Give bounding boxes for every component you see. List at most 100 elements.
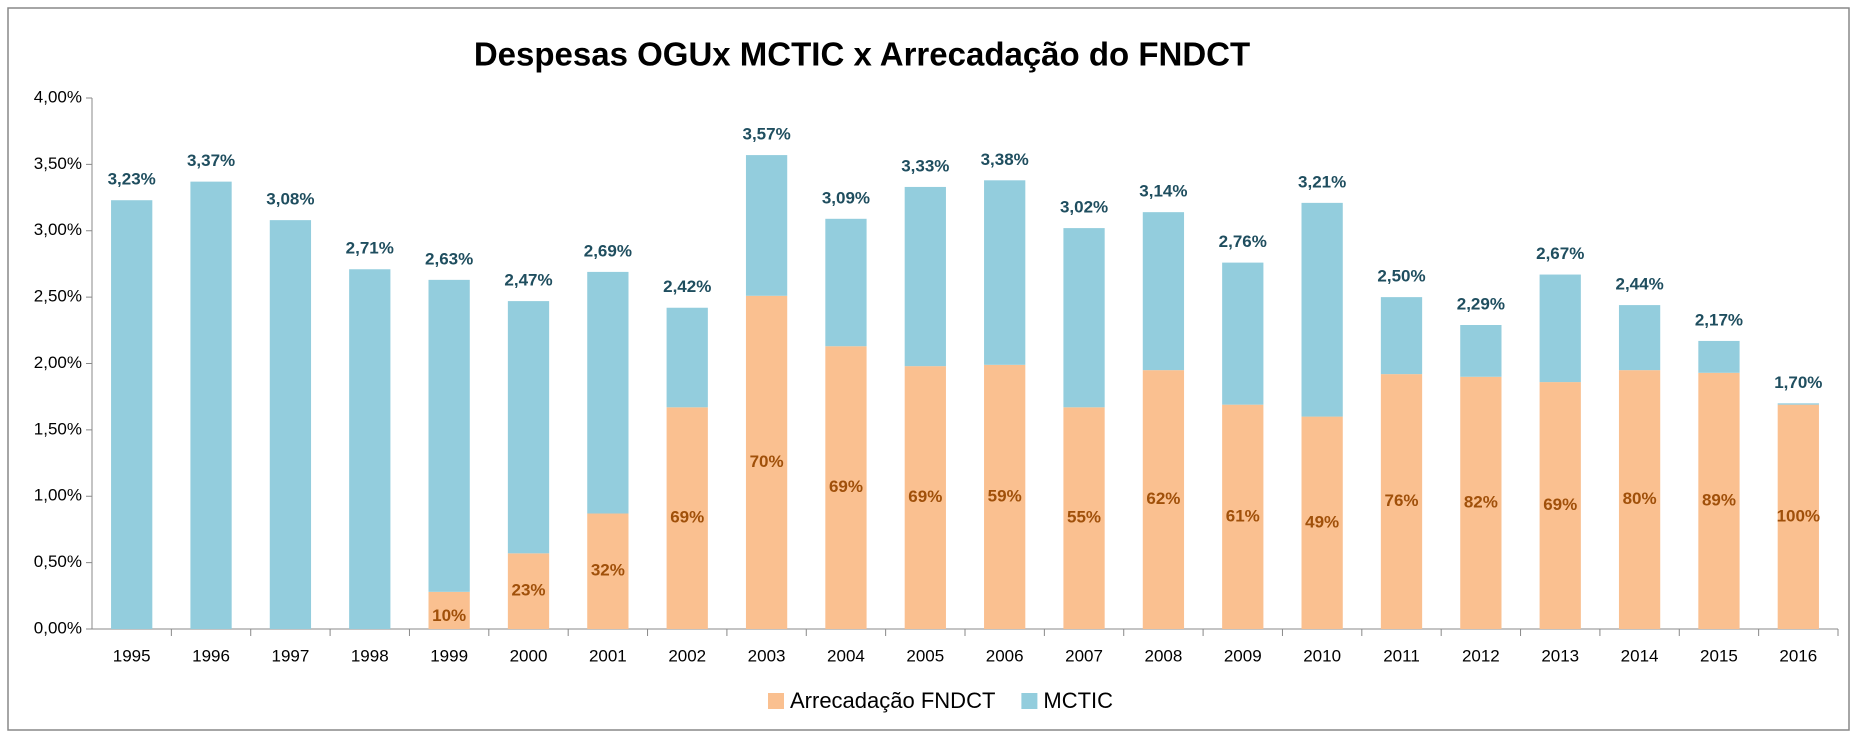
x-tick-label: 2003 bbox=[748, 646, 786, 665]
share-label: 32% bbox=[591, 561, 625, 580]
chart-title: Despesas OGUx MCTIC x Arrecadação do FND… bbox=[474, 36, 1250, 73]
bar-segment bbox=[1301, 202, 1343, 417]
share-label: 69% bbox=[829, 477, 863, 496]
x-tick-label: 2001 bbox=[589, 646, 627, 665]
total-label: 2,67% bbox=[1536, 244, 1584, 263]
y-tick-label: 1,50% bbox=[34, 419, 82, 438]
bar-segment bbox=[745, 155, 788, 296]
bar-segment bbox=[1460, 376, 1502, 629]
share-label: 69% bbox=[670, 508, 704, 527]
bar-segment bbox=[1539, 382, 1581, 629]
bar-segment bbox=[428, 279, 470, 592]
share-label: 100% bbox=[1777, 506, 1820, 525]
total-label: 3,38% bbox=[981, 150, 1029, 169]
bar-segment bbox=[666, 407, 708, 629]
share-label: 69% bbox=[908, 487, 942, 506]
share-label: 59% bbox=[988, 486, 1022, 505]
total-label: 3,08% bbox=[266, 190, 314, 209]
y-tick-label: 2,00% bbox=[34, 353, 82, 372]
bar-segment bbox=[1380, 374, 1423, 629]
total-label: 2,42% bbox=[663, 277, 711, 296]
x-tick-label: 1999 bbox=[430, 646, 468, 665]
bar-segment bbox=[1222, 262, 1264, 405]
share-label: 76% bbox=[1384, 491, 1418, 510]
bar-segment bbox=[984, 180, 1026, 365]
bar-segment bbox=[1142, 370, 1185, 629]
share-label: 61% bbox=[1226, 506, 1260, 525]
bar-segment bbox=[1380, 297, 1423, 375]
total-label: 2,29% bbox=[1457, 294, 1505, 313]
y-tick-label: 3,00% bbox=[34, 220, 82, 239]
bar-segment bbox=[1698, 372, 1740, 629]
bar-segment bbox=[904, 186, 946, 367]
bar-segment bbox=[1063, 228, 1105, 408]
share-label: 69% bbox=[1543, 495, 1577, 514]
total-label: 2,76% bbox=[1219, 232, 1267, 251]
total-label: 2,17% bbox=[1695, 310, 1743, 329]
total-label: 3,57% bbox=[742, 125, 790, 144]
share-label: 55% bbox=[1067, 508, 1101, 527]
bar-segment bbox=[507, 301, 550, 554]
x-tick-label: 2014 bbox=[1621, 646, 1659, 665]
total-label: 3,37% bbox=[187, 151, 235, 170]
total-label: 3,21% bbox=[1298, 172, 1346, 191]
bar-segment bbox=[1618, 370, 1661, 629]
x-tick-label: 2002 bbox=[668, 646, 706, 665]
x-tick-label: 2008 bbox=[1144, 646, 1182, 665]
bar-segment bbox=[507, 553, 550, 629]
bar-segment bbox=[666, 307, 708, 408]
bar-segment bbox=[1777, 403, 1819, 405]
bar-segment bbox=[1460, 325, 1502, 377]
total-label: 3,09% bbox=[822, 188, 870, 207]
legend-label: MCTIC bbox=[1043, 688, 1113, 713]
x-tick-label: 1998 bbox=[351, 646, 389, 665]
total-label: 2,69% bbox=[584, 241, 632, 260]
bar-segment bbox=[1142, 212, 1185, 371]
total-label: 2,50% bbox=[1377, 267, 1425, 286]
total-label: 1,70% bbox=[1774, 373, 1822, 392]
total-label: 2,71% bbox=[346, 239, 394, 258]
share-label: 49% bbox=[1305, 512, 1339, 531]
y-tick-label: 3,50% bbox=[34, 154, 82, 173]
y-tick-label: 0,50% bbox=[34, 552, 82, 571]
x-tick-label: 2012 bbox=[1462, 646, 1500, 665]
x-tick-label: 2009 bbox=[1224, 646, 1262, 665]
total-label: 2,47% bbox=[504, 271, 552, 290]
bar-segment bbox=[984, 364, 1026, 629]
total-label: 3,02% bbox=[1060, 198, 1108, 217]
bar-segment bbox=[1777, 404, 1819, 629]
bar-segment bbox=[1539, 274, 1581, 383]
chart-border bbox=[7, 7, 1850, 731]
total-label: 2,63% bbox=[425, 249, 473, 268]
bar-segment bbox=[349, 269, 391, 629]
bar-segment bbox=[745, 295, 788, 629]
bar-segment bbox=[587, 513, 629, 629]
bar-segment bbox=[428, 591, 470, 629]
bar-segment bbox=[587, 271, 629, 514]
share-label: 82% bbox=[1464, 492, 1498, 511]
y-tick-label: 4,00% bbox=[34, 87, 82, 106]
bar-segment bbox=[1698, 340, 1740, 373]
bar-segment bbox=[825, 218, 867, 347]
y-tick-label: 1,00% bbox=[34, 486, 82, 505]
x-tick-label: 2016 bbox=[1779, 646, 1817, 665]
total-label: 3,14% bbox=[1139, 182, 1187, 201]
x-tick-label: 2004 bbox=[827, 646, 865, 665]
share-label: 89% bbox=[1702, 490, 1736, 509]
x-tick-label: 2000 bbox=[510, 646, 548, 665]
share-label: 10% bbox=[432, 606, 466, 625]
x-tick-label: 2005 bbox=[906, 646, 944, 665]
total-label: 3,23% bbox=[108, 170, 156, 189]
bar-segment bbox=[269, 220, 312, 629]
total-label: 2,44% bbox=[1615, 275, 1663, 294]
x-tick-label: 2010 bbox=[1303, 646, 1341, 665]
bar-segment bbox=[1301, 416, 1343, 629]
bar-segment bbox=[904, 366, 946, 629]
y-tick-label: 2,50% bbox=[34, 287, 82, 306]
x-tick-label: 1995 bbox=[113, 646, 151, 665]
share-label: 23% bbox=[511, 581, 545, 600]
bar-segment bbox=[190, 181, 232, 629]
legend-label: Arrecadação FNDCT bbox=[790, 688, 995, 713]
x-tick-label: 2013 bbox=[1541, 646, 1579, 665]
